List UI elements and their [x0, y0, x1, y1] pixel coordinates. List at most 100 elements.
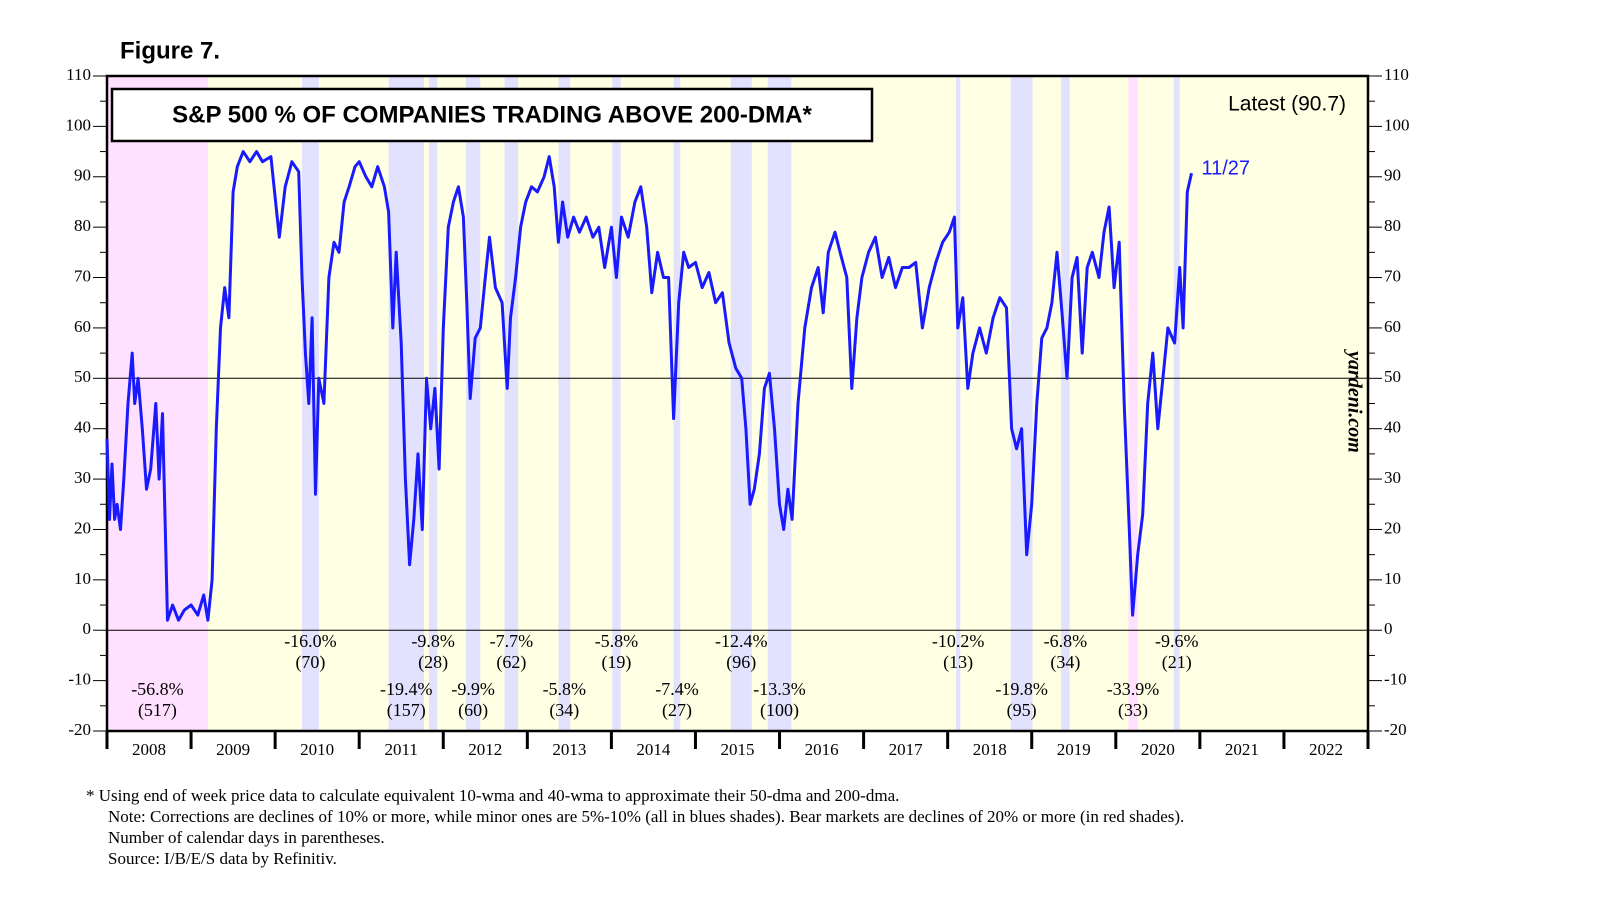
x-tick-label: 2010 [300, 740, 334, 759]
y2-tick-label: 70 [1384, 266, 1401, 285]
y-tick-label: 50 [74, 367, 91, 386]
plot: -56.8%(517) -16.0%(70) -19.4%(157) -9.8%(28… [105, 150, 1250, 721]
correction-band [1010, 76, 1033, 731]
correction-band [1173, 76, 1180, 731]
decline-label: -7.4% [655, 679, 699, 699]
correction-band [504, 76, 519, 731]
bear-band [1128, 76, 1138, 731]
y-tick-label: 100 [66, 115, 92, 134]
y2-tick-label: 60 [1384, 317, 1401, 336]
y-tick-label: -10 [68, 670, 91, 689]
correction-band [1061, 76, 1070, 731]
days-label: (70) [295, 652, 325, 673]
y2-tick-label: 90 [1384, 166, 1401, 185]
y-tick-label: 30 [74, 468, 91, 487]
watermark: yardeni.com [1343, 349, 1365, 453]
x-tick-label: 2015 [721, 740, 755, 759]
correction-band [388, 76, 424, 731]
y-tick-label: 20 [74, 518, 91, 537]
decline-label: -13.3% [753, 679, 806, 699]
x-tick-label: 2018 [973, 740, 1007, 759]
x-tick-label: 2014 [636, 740, 671, 759]
decline-label: -7.7% [490, 631, 534, 651]
x-tick-label: 2021 [1225, 740, 1259, 759]
decline-label: -9.8% [411, 631, 455, 651]
decline-label: -9.9% [451, 679, 495, 699]
y2-tick-label: -20 [1384, 720, 1407, 739]
days-label: (95) [1007, 700, 1037, 721]
correction-band [730, 76, 752, 731]
y-tick-label: 90 [74, 166, 91, 185]
days-label: (62) [496, 652, 526, 673]
y2-tick-label: 100 [1384, 115, 1410, 134]
footnote: Number of calendar days in parentheses. [108, 828, 385, 847]
y-tick-label: 10 [74, 569, 91, 588]
x-tick-label: 2008 [132, 740, 166, 759]
chart-title: S&P 500 % OF COMPANIES TRADING ABOVE 200… [172, 101, 812, 128]
y2-tick-label: -10 [1384, 670, 1407, 689]
correction-band [612, 76, 621, 731]
decline-label: -33.9% [1107, 679, 1160, 699]
x-tick-label: 2013 [552, 740, 586, 759]
plot-frame [105, 74, 1370, 733]
days-label: (19) [601, 652, 631, 673]
correction-band [302, 76, 319, 731]
days-label: (27) [662, 700, 692, 721]
correction-band [767, 76, 792, 731]
footnote: * Using end of week price data to calcul… [86, 786, 899, 805]
y2-tick-label: 10 [1384, 569, 1401, 588]
days-label: (157) [387, 700, 426, 721]
series-line [105, 150, 1193, 622]
title-box [110, 87, 874, 143]
y2-tick-label: 80 [1384, 216, 1401, 235]
y-tick-label: 40 [74, 418, 91, 437]
footnote: Source: I/B/E/S data by Refinitiv. [108, 849, 337, 868]
y2-tick-label: 50 [1384, 367, 1401, 386]
bear-band [107, 76, 208, 731]
y-tick-label: 70 [74, 266, 91, 285]
y2-tick-label: 20 [1384, 518, 1401, 537]
x-tick-label: 2019 [1057, 740, 1091, 759]
y2-tick-label: 110 [1384, 65, 1409, 84]
days-label: (60) [458, 700, 488, 721]
decline-label: -10.2% [932, 631, 985, 651]
x-tick-label: 2011 [385, 740, 418, 759]
x-tick-label: 2012 [468, 740, 502, 759]
days-label: (517) [138, 700, 177, 721]
days-label: (21) [1162, 652, 1192, 673]
days-label: (34) [549, 700, 579, 721]
decline-label: -5.8% [595, 631, 639, 651]
days-label: (100) [760, 700, 799, 721]
x-tick-label: 2016 [805, 740, 839, 759]
correction-band [558, 76, 571, 731]
y-tick-label: -20 [68, 720, 91, 739]
y-tick-label: 80 [74, 216, 91, 235]
decline-label: -56.8% [131, 679, 184, 699]
end-label: 11/27 [1201, 158, 1250, 180]
days-label: (34) [1050, 652, 1080, 673]
decline-label: -12.4% [715, 631, 768, 651]
decline-label: -9.6% [1155, 631, 1199, 651]
decline-label: -16.0% [284, 631, 337, 651]
x-tick-label: 2009 [216, 740, 250, 759]
decline-label: -19.4% [380, 679, 433, 699]
correction-band [465, 76, 481, 731]
latest-label: Latest (90.7) [1228, 93, 1346, 116]
y-tick-label: 60 [74, 317, 91, 336]
y-tick-label: 0 [83, 619, 92, 638]
x-tick-label: 2022 [1309, 740, 1343, 759]
correction-band [673, 76, 681, 731]
y2-tick-label: 40 [1384, 418, 1401, 437]
figure-label: Figure 7. [120, 37, 220, 64]
y2-tick-label: 30 [1384, 468, 1401, 487]
y2-tick-label: 0 [1384, 619, 1393, 638]
days-label: (96) [726, 652, 756, 673]
y-tick-label: 110 [66, 65, 91, 84]
days-label: (28) [418, 652, 448, 673]
axes: -20 -20 -10 -10 0 0 10 10 20 20 30 30 40 40 50 50 60 60 70… [66, 65, 1410, 759]
correction-band [956, 76, 961, 731]
footnote: Note: Corrections are declines of 10% or… [108, 807, 1184, 826]
x-tick-label: 2017 [889, 740, 924, 759]
